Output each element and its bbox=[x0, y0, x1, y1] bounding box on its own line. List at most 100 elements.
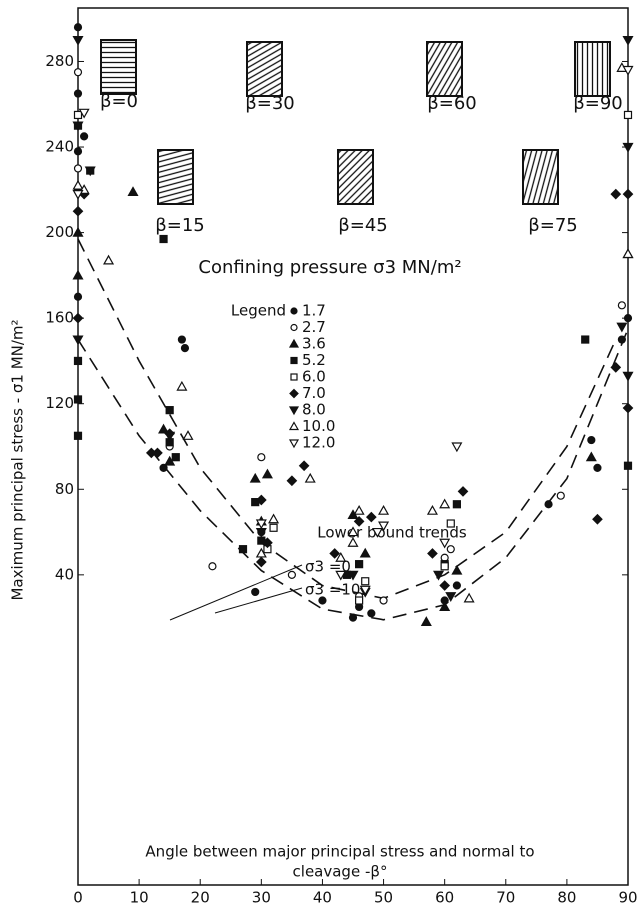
point bbox=[262, 537, 273, 549]
point bbox=[80, 132, 89, 141]
specimen-label: β=30 bbox=[245, 93, 294, 114]
point bbox=[73, 395, 83, 404]
point bbox=[617, 335, 626, 344]
point bbox=[622, 142, 634, 153]
specimen bbox=[246, 41, 283, 97]
point bbox=[72, 269, 84, 280]
chart-title: Confining pressure σ3 MN/m² bbox=[198, 257, 461, 278]
point bbox=[73, 431, 83, 440]
point bbox=[593, 463, 602, 472]
point bbox=[208, 562, 217, 571]
x-tick-label: 20 bbox=[191, 889, 210, 907]
x-tick-label: 30 bbox=[252, 889, 271, 907]
legend-marker bbox=[290, 373, 298, 381]
point bbox=[623, 461, 633, 470]
point bbox=[335, 570, 347, 581]
point bbox=[622, 188, 634, 200]
point bbox=[592, 513, 603, 525]
legend-marker bbox=[290, 356, 298, 365]
point bbox=[427, 548, 438, 559]
point bbox=[251, 587, 260, 597]
point bbox=[255, 556, 267, 568]
point bbox=[73, 23, 83, 32]
point bbox=[158, 423, 170, 434]
legend-marker bbox=[290, 307, 298, 315]
point bbox=[255, 547, 267, 558]
x-tick-label: 70 bbox=[496, 889, 515, 907]
trend-title: Lower bound trends bbox=[317, 524, 467, 542]
point bbox=[616, 322, 628, 333]
legend-marker bbox=[289, 388, 299, 399]
point bbox=[452, 581, 461, 590]
point bbox=[261, 468, 273, 479]
trend-label: σ3 =10 bbox=[305, 581, 360, 599]
point bbox=[347, 537, 359, 547]
x-tick-label: 10 bbox=[130, 889, 149, 907]
x-tick-label: 60 bbox=[435, 889, 454, 907]
point bbox=[585, 451, 597, 462]
point bbox=[72, 121, 84, 132]
point bbox=[73, 110, 83, 120]
point bbox=[623, 110, 633, 120]
point bbox=[180, 344, 190, 353]
point bbox=[433, 570, 445, 581]
point bbox=[347, 526, 359, 537]
x-tick-label: 40 bbox=[313, 889, 332, 907]
point bbox=[544, 500, 553, 509]
point bbox=[355, 560, 364, 569]
point bbox=[152, 447, 163, 459]
point bbox=[610, 188, 622, 200]
point bbox=[622, 371, 634, 382]
x-axis-label: cleavage -β° bbox=[293, 863, 388, 881]
specimen-label: β=90 bbox=[573, 93, 622, 114]
y-tick-label: 40 bbox=[55, 565, 74, 583]
specimen bbox=[337, 149, 374, 205]
point bbox=[355, 596, 364, 605]
point bbox=[73, 292, 83, 301]
legend-marker bbox=[288, 421, 300, 431]
point bbox=[359, 585, 371, 596]
specimen-sketches: β=0 β=30 β=60 β=90 β=15 β=45 β=75 bbox=[100, 39, 623, 236]
point bbox=[426, 504, 438, 515]
point bbox=[164, 431, 176, 442]
specimen-label: β=60 bbox=[427, 93, 476, 114]
y-tick-label: 240 bbox=[45, 138, 74, 156]
point bbox=[287, 570, 296, 579]
point bbox=[379, 596, 388, 605]
point bbox=[623, 314, 633, 323]
point bbox=[268, 513, 280, 524]
point bbox=[72, 312, 84, 324]
point bbox=[365, 511, 377, 523]
point bbox=[73, 356, 83, 366]
point bbox=[127, 186, 139, 197]
point bbox=[622, 65, 634, 76]
point bbox=[329, 548, 341, 559]
point bbox=[452, 500, 461, 509]
y-axis-label: Maximum principal stress - σ1 MN/m² bbox=[9, 319, 27, 600]
point bbox=[439, 601, 451, 612]
point bbox=[446, 545, 455, 554]
point bbox=[353, 516, 365, 527]
point bbox=[556, 491, 565, 500]
point bbox=[72, 226, 84, 237]
specimen bbox=[574, 41, 611, 97]
point bbox=[622, 35, 634, 46]
specimen-label: β=45 bbox=[338, 215, 387, 236]
point bbox=[84, 166, 96, 177]
point bbox=[255, 519, 267, 530]
point bbox=[176, 380, 188, 391]
point bbox=[72, 335, 84, 346]
x-axis-label: Angle between major principal stress and… bbox=[145, 843, 534, 861]
point bbox=[238, 545, 248, 554]
point bbox=[367, 609, 376, 618]
point bbox=[420, 616, 432, 627]
point bbox=[610, 362, 622, 373]
point bbox=[177, 335, 186, 344]
point bbox=[439, 498, 451, 509]
specimen bbox=[426, 41, 463, 97]
point bbox=[249, 472, 261, 483]
y-tick-label: 280 bbox=[45, 52, 74, 70]
legend-marker bbox=[288, 338, 300, 348]
point bbox=[103, 254, 115, 265]
point bbox=[171, 453, 180, 462]
